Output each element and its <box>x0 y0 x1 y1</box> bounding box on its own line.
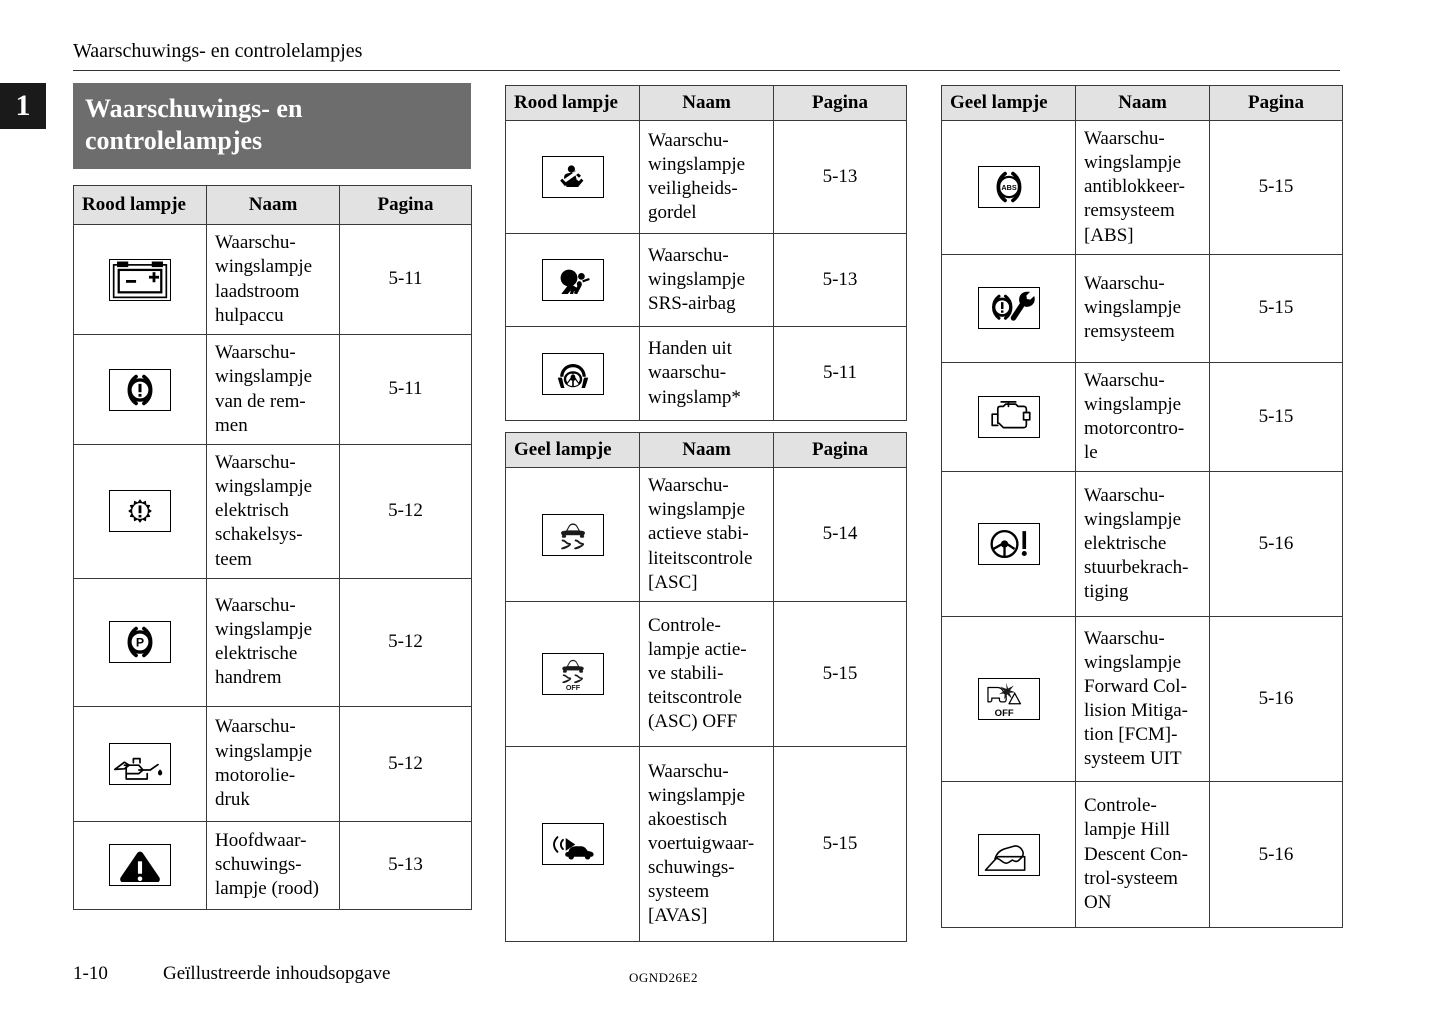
svg-text:OFF: OFF <box>565 684 580 691</box>
svg-text:OFF: OFF <box>994 708 1013 719</box>
svg-text:P: P <box>136 636 144 650</box>
svg-text:ABS: ABS <box>1001 183 1016 192</box>
